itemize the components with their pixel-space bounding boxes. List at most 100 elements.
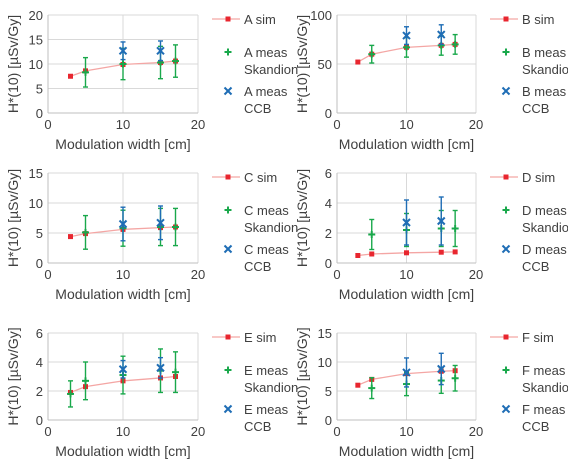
y-tick-label: 0 xyxy=(36,106,43,121)
data-point xyxy=(118,219,128,229)
legend: A sim A meas Skandion A meas CCB xyxy=(212,12,298,116)
data-point xyxy=(118,365,128,374)
legend-label-line: D sim xyxy=(522,170,555,185)
series-2 xyxy=(402,24,446,46)
legend-label-line: F sim xyxy=(522,330,554,345)
legend-label-line: Skandion xyxy=(244,62,298,77)
series-1 xyxy=(368,33,459,64)
y-tick-label: 0 xyxy=(325,413,332,428)
legend: F sim F meas Skandion F meas CCB xyxy=(490,330,568,434)
legend-label: C meas CCB xyxy=(244,242,289,274)
legend-label-line: CCB xyxy=(522,259,549,274)
legend-label: B meas Skandion xyxy=(522,45,568,77)
x-axis-title: Modulation width [cm] xyxy=(339,136,474,152)
x-tick-label: 20 xyxy=(191,424,205,439)
y-axis-title: H*(10) [µSv/Gy] xyxy=(294,15,310,113)
legend-label-line: CCB xyxy=(522,419,549,434)
x-tick-label: 0 xyxy=(44,267,51,282)
x-tick-label: 0 xyxy=(333,117,340,132)
series-2 xyxy=(402,196,446,246)
legend-marker xyxy=(501,86,511,96)
x-tick-label: 0 xyxy=(333,424,340,439)
y-tick-label: 5 xyxy=(36,82,43,97)
y-tick-label: 15 xyxy=(29,33,43,48)
legend-label-line: Skandion xyxy=(244,220,298,235)
legend-marker xyxy=(223,404,233,414)
chart-3: 0 2 4 6 0 10 20 Modulation width [cm] H*(10) [µS… xyxy=(294,166,568,302)
legend-label-line: CCB xyxy=(522,101,549,116)
y-tick-label: 5 xyxy=(325,384,332,399)
series-2 xyxy=(118,205,165,242)
data-point xyxy=(156,46,165,55)
data-point xyxy=(404,250,409,256)
series-2 xyxy=(118,40,165,62)
series-1 xyxy=(368,364,459,400)
legend-label: F sim xyxy=(522,330,554,345)
y-axis-title: H*(10) [µSv/Gy] xyxy=(5,327,21,425)
legend: C sim C meas Skandion C meas CCB xyxy=(212,170,298,274)
series-1 xyxy=(82,44,179,88)
y-axis-title: H*(10) [µSv/Gy] xyxy=(294,327,310,425)
legend: E sim E meas Skandion E meas CCB xyxy=(212,330,298,434)
data-point xyxy=(438,249,444,255)
legend-label: C meas Skandion xyxy=(244,203,298,235)
legend-label-line: A sim xyxy=(244,12,276,27)
legend-label-line: B sim xyxy=(522,12,555,27)
data-point xyxy=(402,218,411,227)
data-point xyxy=(68,234,73,240)
legend-label: A meas Skandion xyxy=(244,45,298,77)
legend: B sim B meas Skandion B meas CCB xyxy=(490,12,568,116)
data-point xyxy=(402,368,411,377)
legend-marker xyxy=(223,86,233,96)
legend-label: B meas CCB xyxy=(522,84,567,116)
legend-label-line: E meas xyxy=(244,402,289,417)
x-axis-title: Modulation width [cm] xyxy=(339,443,474,459)
data-point xyxy=(355,382,361,388)
x-tick-label: 20 xyxy=(469,117,483,132)
data-point xyxy=(369,251,375,257)
y-tick-label: 6 xyxy=(325,166,332,181)
x-tick-label: 20 xyxy=(191,267,205,282)
legend-label-line: Skandion xyxy=(244,380,298,395)
data-point xyxy=(452,249,458,255)
y-tick-label: 0 xyxy=(325,106,332,121)
legend-label-line: CCB xyxy=(244,101,271,116)
legend-label: F meas Skandion xyxy=(522,363,568,395)
x-axis-title: Modulation width [cm] xyxy=(55,443,190,459)
legend-marker xyxy=(501,244,511,254)
legend-label-line: B meas xyxy=(522,84,567,99)
legend-label: E sim xyxy=(244,330,277,345)
legend-label-line: Skandion xyxy=(522,62,568,77)
legend-label-line: Skandion xyxy=(522,220,568,235)
legend-label-line: A meas xyxy=(244,45,288,60)
data-point xyxy=(437,30,446,39)
legend-label: A sim xyxy=(244,12,276,27)
series-2 xyxy=(118,356,165,379)
x-tick-label: 0 xyxy=(44,117,51,132)
x-tick-label: 10 xyxy=(116,267,130,282)
series-1 xyxy=(368,209,459,251)
y-tick-label: 10 xyxy=(29,57,43,72)
y-axis-title: H*(10) [µSv/Gy] xyxy=(5,169,21,267)
y-tick-label: 0 xyxy=(325,256,332,271)
y-tick-label: 0 xyxy=(36,256,43,271)
x-axis-title: Modulation width [cm] xyxy=(339,286,474,302)
legend-label-line: E meas xyxy=(244,363,289,378)
data-point xyxy=(118,46,128,55)
legend-label-line: F meas xyxy=(522,402,566,417)
x-tick-label: 10 xyxy=(116,117,130,132)
data-point xyxy=(68,73,73,79)
legend-label-line: C meas xyxy=(244,242,289,257)
legend-marker xyxy=(503,16,509,22)
legend-label: E meas Skandion xyxy=(244,363,298,395)
data-point xyxy=(156,218,165,228)
y-tick-label: 4 xyxy=(36,355,43,370)
x-tick-label: 10 xyxy=(116,424,130,439)
y-tick-label: 2 xyxy=(325,226,332,241)
legend-label-line: F meas xyxy=(522,363,566,378)
x-tick-label: 20 xyxy=(469,267,483,282)
legend-label-line: B meas xyxy=(522,45,567,60)
legend-label: C sim xyxy=(244,170,277,185)
